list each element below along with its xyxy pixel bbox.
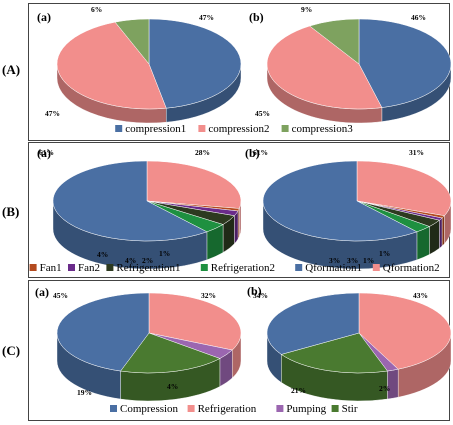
legend-item-fan2: Fan2 [78, 262, 100, 274]
pie-slice-qformation2 [146, 160, 242, 209]
panel-label: (b) [247, 284, 262, 298]
pie-slice-compression3 [309, 18, 360, 65]
data-label-compression: 34% [253, 291, 268, 300]
pie-slice-stir [120, 332, 221, 374]
pie-side-refrigeration2 [416, 226, 430, 261]
data-label-qformation1: 61% [39, 148, 54, 157]
pie-slice-qformation2 [356, 160, 452, 216]
pie-side-fan2 [234, 210, 239, 245]
pie-side-fan2 [439, 217, 443, 249]
legend-swatch-refrigeration2 [200, 264, 208, 271]
chart-panel-b: (a) 28% 1% 2% 4% 4% 61% (b) 31% 1% 1% 3% 3% 61% Fan1 Fa… [28, 142, 452, 278]
data-label-compression: 45% [53, 291, 68, 300]
panel-label: (b) [245, 146, 260, 160]
row-label-a: (A) [2, 62, 21, 77]
legend-item-compression3: compression3 [292, 123, 354, 135]
legend-swatch-refrigeration1 [106, 264, 114, 271]
legend-item-qformation1: Qformation1 [305, 262, 362, 274]
legend: Fan1 Fan2 Refrigeration1 Refrigeration2 Qfor… [29, 262, 440, 274]
pie--b---b- [262, 160, 452, 270]
pie-slice-compression [56, 292, 150, 372]
pie--c---a- [56, 292, 242, 402]
row-label-c: (C) [2, 343, 21, 358]
legend-swatch-fan1 [29, 264, 37, 271]
legend: compression1 compression2 compression3 [115, 123, 353, 135]
pie-slice-stir [280, 332, 388, 374]
legend-item-qformation2: Qformation2 [383, 262, 440, 274]
chart-svg-c: (a) 32% 4% 19% 45% (b) 43% 2% 21% 34% Compression R… [35, 284, 452, 415]
data-label-compression2: 45% [255, 109, 270, 118]
data-label-fan1: 1% [159, 249, 170, 258]
panel-label: (a) [37, 10, 51, 24]
legend-swatch-fan2 [68, 264, 75, 271]
row-label-b: (B) [2, 204, 20, 219]
panel-label: (b) [249, 10, 264, 24]
pie-slice-qformation1 [52, 160, 208, 242]
pie--b---a- [52, 160, 242, 270]
panel-label: (a) [37, 146, 51, 160]
data-label-fan2: 2% [142, 256, 153, 265]
pie-side-fan1 [441, 215, 445, 247]
legend-item-refrigeration: Refrigeration [198, 403, 257, 415]
legend: Compression Refrigeration Pumping Stir [110, 403, 358, 415]
chart-svg-b: (a) 28%1%2%4%4%61% (b) 31%1%1%3%3%61%Fan1 Fa… [29, 146, 452, 274]
legend-swatch-qformation2 [372, 264, 380, 271]
pie-slice-compression1 [358, 18, 452, 108]
pie-slice-compression [266, 292, 360, 355]
data-label-refrigeration2: 3% [329, 256, 340, 265]
legend-item-refrigeration1: Refrigeration1 [116, 262, 180, 274]
chart-svg-a: (a) 47%47%6%(b) 46%45%9%compression1 compre… [37, 5, 452, 135]
legend-swatch-compression3 [281, 125, 289, 132]
data-label-compression1: 46% [411, 13, 426, 22]
data-label-compression3: 9% [301, 5, 312, 14]
pie-slice-compression2 [56, 21, 167, 110]
data-label-compression2: 47% [45, 109, 60, 118]
data-label-stir: 19% [77, 388, 92, 397]
pie--a---a- [56, 18, 242, 124]
data-label-qformation2: 31% [409, 148, 424, 157]
data-label-refrigeration2: 4% [97, 250, 108, 259]
panel-label: (a) [35, 285, 49, 299]
legend-swatch-stir [331, 405, 339, 412]
chart-panel-c: (a) 32% 4% 19% 45% (b) 43% 2% 21% 34% Compression R… [28, 280, 452, 421]
data-label-compression3: 6% [91, 5, 102, 14]
data-label-qformation1: 61% [253, 148, 268, 157]
legend-item-compression: Compression [120, 403, 179, 415]
legend-swatch-compression [110, 405, 117, 412]
data-label-fan1: 1% [379, 249, 390, 258]
legend-swatch-qformation1 [295, 264, 303, 271]
data-label-compression1: 47% [199, 13, 214, 22]
legend-swatch-refrigeration [187, 405, 195, 412]
data-label-pumping: 4% [167, 382, 178, 391]
data-label-refrigeration1: 3% [347, 256, 358, 265]
pie-slice-qformation1 [262, 160, 418, 242]
pie--a---b- [266, 18, 452, 124]
pie--c---b- [266, 292, 452, 402]
legend-swatch-pumping [276, 405, 284, 412]
data-label-pumping: 2% [379, 384, 390, 393]
legend-item-fan1: Fan1 [40, 262, 62, 274]
legend-item-compression1: compression1 [125, 123, 186, 135]
pie-slice-refrigeration [148, 292, 242, 351]
legend-item-pumping: Pumping [286, 403, 326, 415]
data-label-refrigeration: 32% [201, 291, 216, 300]
data-label-fan2: 1% [363, 256, 374, 265]
legend-item-compression2: compression2 [208, 123, 269, 135]
legend-item-refrigeration2: Refrigeration2 [211, 262, 275, 274]
pie-slice-compression3 [114, 18, 150, 65]
legend-swatch-compression1 [115, 125, 123, 132]
data-label-refrigeration1: 4% [125, 256, 136, 265]
legend-swatch-compression2 [198, 125, 206, 132]
data-label-refrigeration: 43% [413, 291, 428, 300]
legend-item-stir: Stir [342, 403, 358, 415]
chart-panel-a: (a) 47% 47% 6% (b) 46% 45% 9% compression1 compre… [28, 3, 452, 141]
pie-slice-compression2 [266, 25, 383, 110]
data-label-stir: 21% [291, 386, 306, 395]
pie-slice-refrigeration [358, 292, 452, 370]
data-label-qformation2: 28% [195, 148, 210, 157]
pie-slice-compression1 [148, 18, 242, 109]
